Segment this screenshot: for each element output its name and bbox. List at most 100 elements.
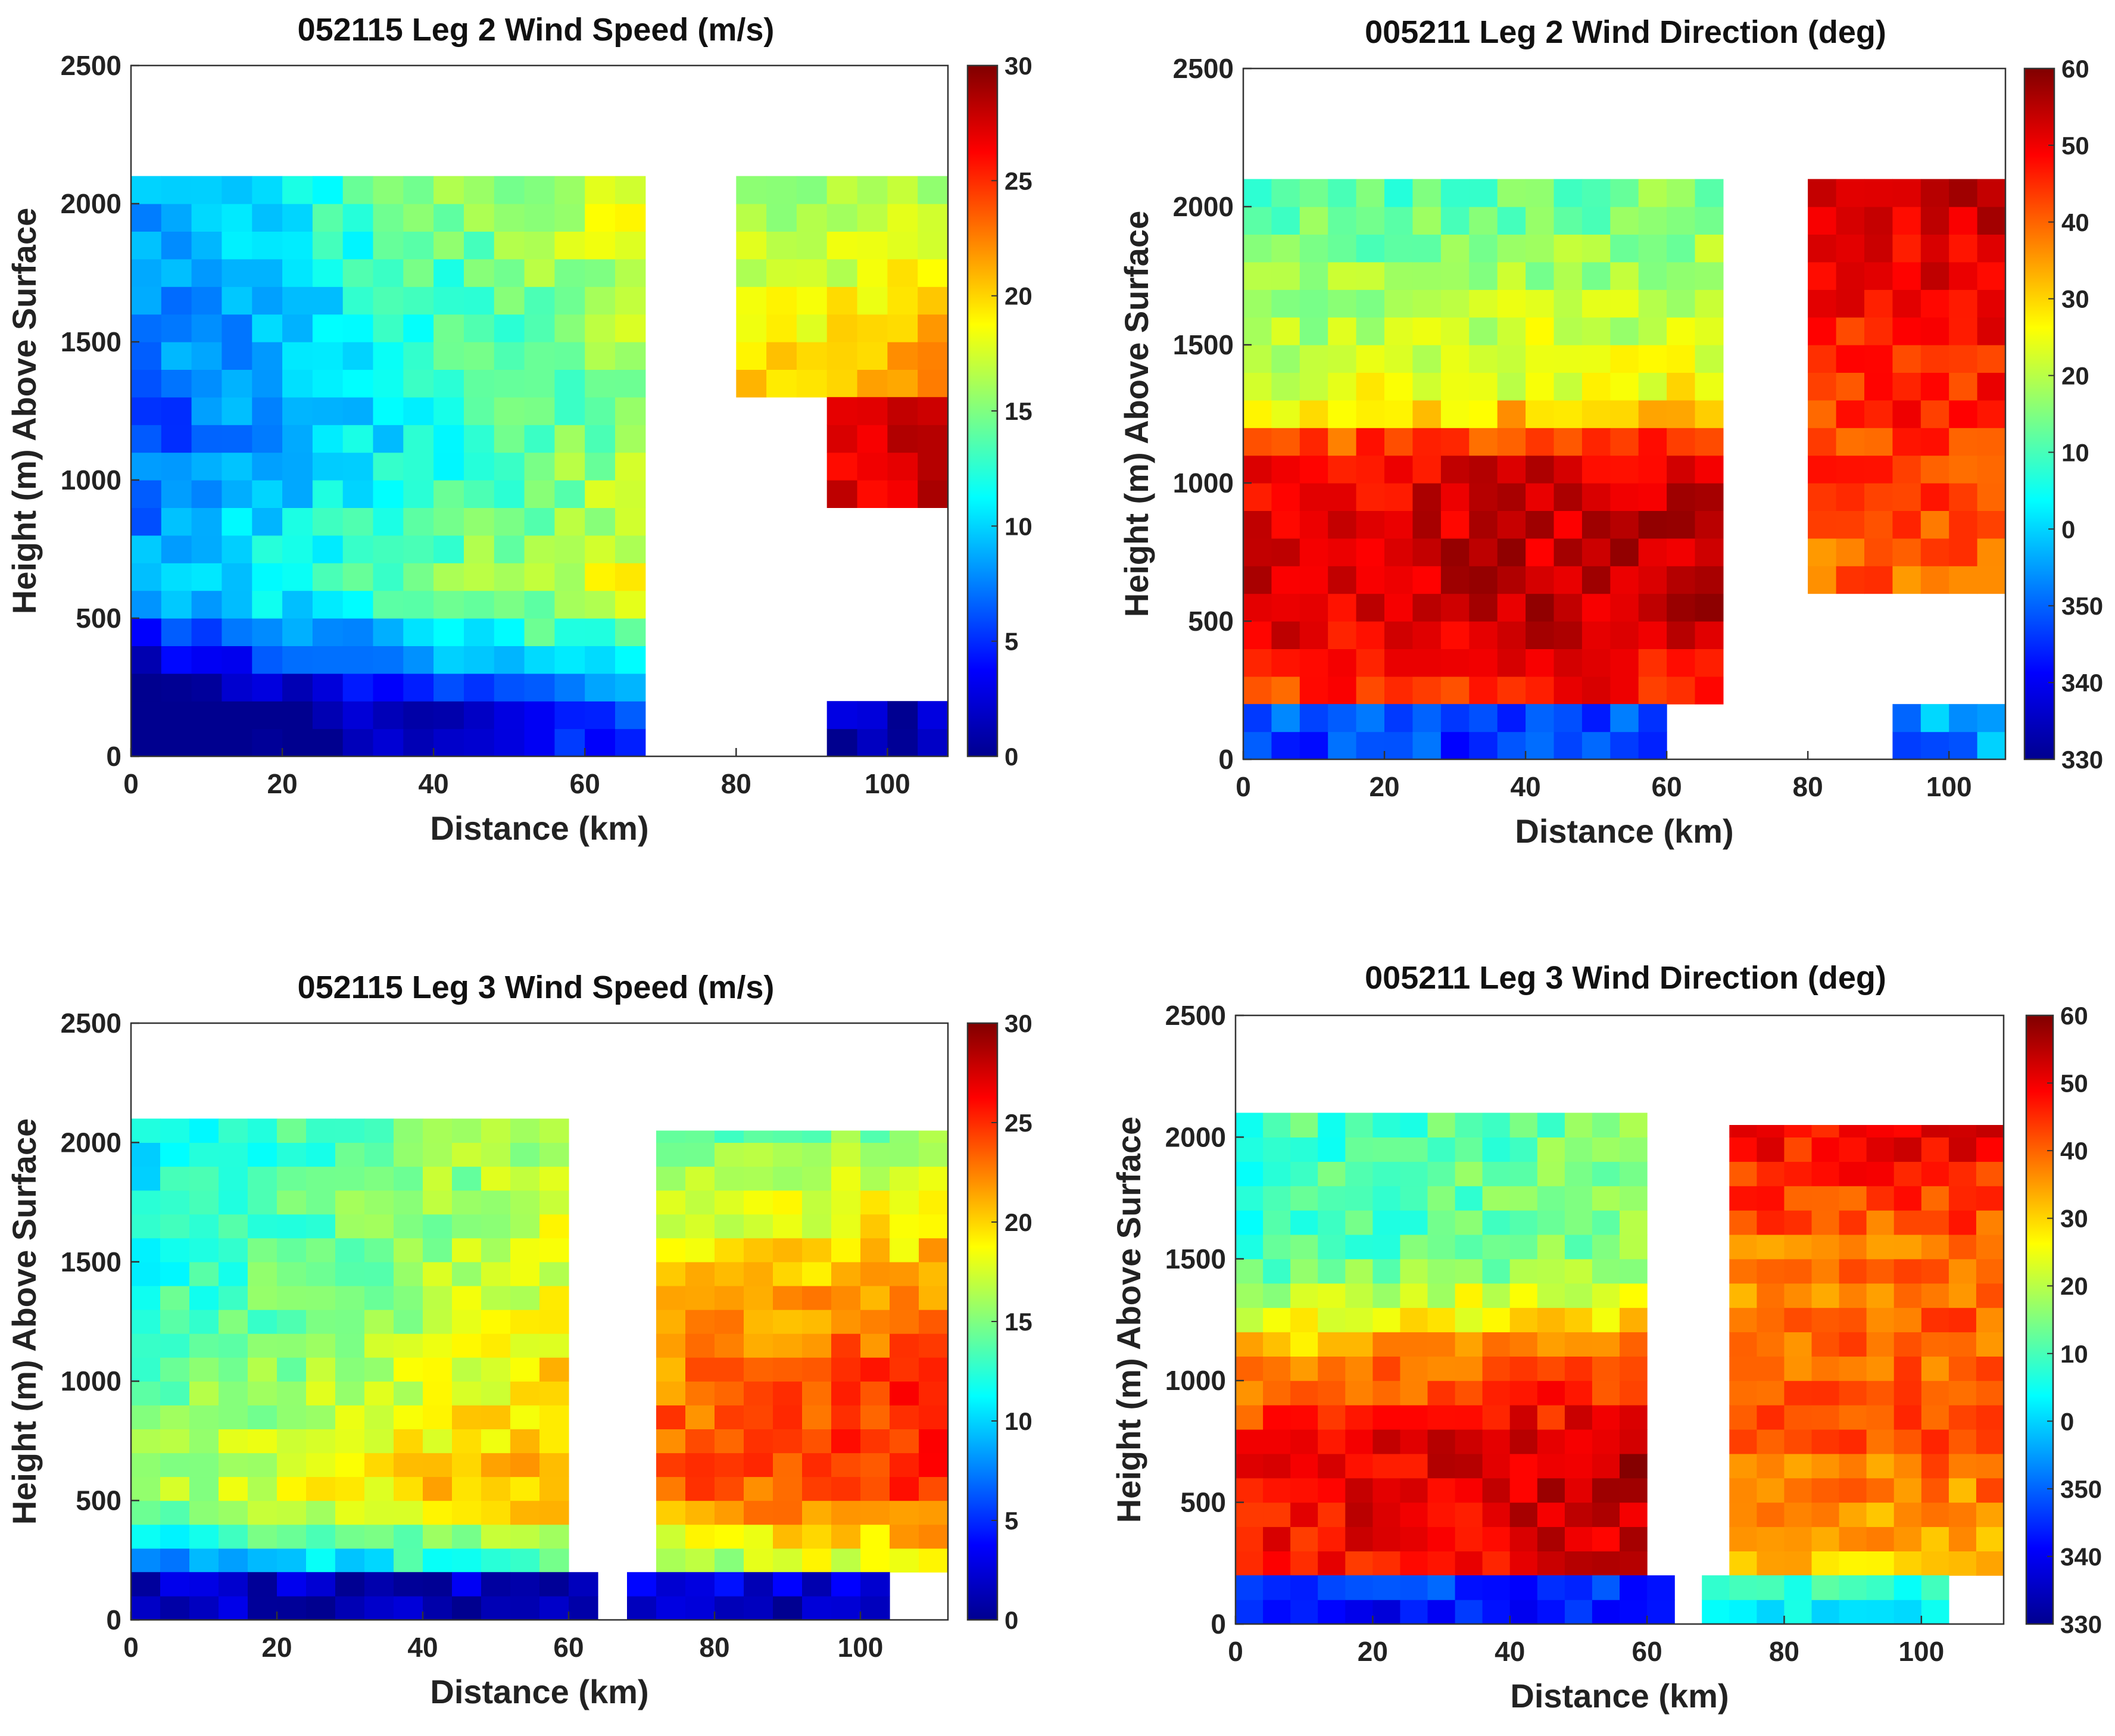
heatmap-cell [1757, 1429, 1785, 1454]
heatmap-cell [554, 646, 585, 674]
colorbar-tick-label: 5 [1005, 628, 1018, 656]
heatmap-cell [744, 1524, 773, 1549]
heatmap-cell [1836, 538, 1865, 566]
heatmap-cell [857, 369, 888, 398]
heatmap-cell [394, 1476, 423, 1501]
heatmap-cell [494, 286, 525, 315]
heatmap-cell [1263, 1526, 1291, 1551]
heatmap-cell [1695, 234, 1724, 263]
heatmap-cell [615, 425, 646, 453]
heatmap-cell [373, 425, 404, 453]
heatmap-cell [160, 1405, 190, 1429]
heatmap-cell [191, 258, 222, 287]
heatmap-cell [1497, 704, 1526, 733]
heatmap-cell [796, 369, 828, 398]
colorbar-gradient [2025, 1014, 2054, 1625]
heatmap-cell [831, 1595, 861, 1620]
heatmap-cell [1667, 483, 1696, 511]
heatmap-cell [1427, 1380, 1456, 1405]
heatmap-cell [1808, 538, 1837, 566]
heatmap-cell [1440, 372, 1470, 401]
heatmap-cell [1372, 1575, 1401, 1600]
heatmap-cell [189, 1572, 219, 1597]
heatmap-cell [1554, 261, 1583, 290]
heatmap-cell [1808, 261, 1837, 290]
heatmap-cell [1638, 234, 1667, 263]
heatmap-cell [1509, 1502, 1538, 1528]
heatmap-cell [364, 1453, 394, 1478]
heatmap-cell [1864, 483, 1893, 511]
heatmap-cell [364, 1214, 394, 1239]
heatmap-cell [1729, 1125, 1757, 1137]
heatmap-cell [1610, 731, 1639, 760]
heatmap-cell [423, 1572, 453, 1597]
heatmap-cell [373, 480, 404, 508]
y-tick-label: 2000 [1165, 1121, 1226, 1152]
heatmap-cell [1400, 1526, 1428, 1551]
heatmap-cell [890, 1238, 919, 1263]
heatmap-cell [1345, 1210, 1373, 1235]
heatmap-cell [715, 1285, 744, 1310]
heatmap-cell [403, 728, 434, 757]
heatmap-cell [1949, 566, 1978, 594]
heatmap-cell [918, 286, 949, 315]
heatmap-cell [1299, 566, 1328, 594]
heatmap-cell [494, 425, 525, 453]
heatmap-cell [831, 1381, 861, 1405]
heatmap-cell [1243, 234, 1272, 263]
heatmap-cell [219, 1524, 248, 1549]
heatmap-cell [1948, 1478, 1977, 1503]
heatmap-cell [1620, 1258, 1648, 1284]
heatmap-cell [1372, 1283, 1401, 1308]
heatmap-cell [1667, 317, 1696, 345]
heatmap-cell [1836, 207, 1865, 235]
heatmap-cell [282, 342, 313, 370]
heatmap-cell [554, 535, 585, 563]
heatmap-cell [1638, 649, 1667, 677]
heatmap-cell [1299, 510, 1328, 539]
heatmap-cell [277, 1285, 307, 1310]
heatmap-cell [1948, 1453, 1977, 1479]
heatmap-cell [1729, 1551, 1757, 1576]
heatmap-cell [1469, 510, 1498, 539]
heatmap-cell [1455, 1161, 1483, 1186]
heatmap-cell [1977, 179, 2006, 207]
heatmap-cell [615, 286, 646, 315]
heatmap-cell [161, 452, 192, 481]
colorbar-tick-label: 25 [1005, 167, 1032, 195]
heatmap-cell [524, 397, 555, 425]
heatmap-cell [248, 1261, 277, 1286]
heatmap-cell [191, 314, 222, 342]
heatmap-cell [1610, 345, 1639, 373]
heatmap-cell [1976, 1551, 2004, 1576]
heatmap-cell [1412, 566, 1442, 594]
heatmap-cell [1866, 1307, 1895, 1333]
heatmap-cell [1695, 483, 1724, 511]
heatmap-cell [656, 1595, 686, 1620]
heatmap-cell [585, 286, 616, 315]
heatmap-cell [1412, 704, 1442, 733]
heatmap-cell [248, 1285, 277, 1310]
heatmap-cell [1757, 1453, 1785, 1479]
heatmap-cell [312, 701, 344, 730]
heatmap-cell [423, 1333, 453, 1358]
heatmap-cell [1384, 566, 1413, 594]
heatmap-cell [306, 1572, 336, 1597]
heatmap-cell [1610, 179, 1639, 207]
heatmap-cell [373, 369, 404, 398]
heatmap-cell [615, 535, 646, 563]
heatmap-cell [403, 369, 434, 398]
heatmap-cell [1356, 676, 1385, 705]
heatmap-cell [1427, 1502, 1456, 1528]
heatmap-cell [1440, 704, 1470, 733]
colorbar-tick-label: 20 [1005, 1208, 1032, 1236]
heatmap-cell [1455, 1332, 1483, 1357]
heatmap-cell [403, 425, 434, 453]
heatmap-cell [1695, 621, 1724, 649]
heatmap-cell [423, 1166, 453, 1191]
heatmap-cell [481, 1310, 511, 1334]
heatmap-cell [1839, 1575, 1867, 1600]
heatmap-cell [615, 673, 646, 702]
heatmap-cell [585, 728, 616, 757]
